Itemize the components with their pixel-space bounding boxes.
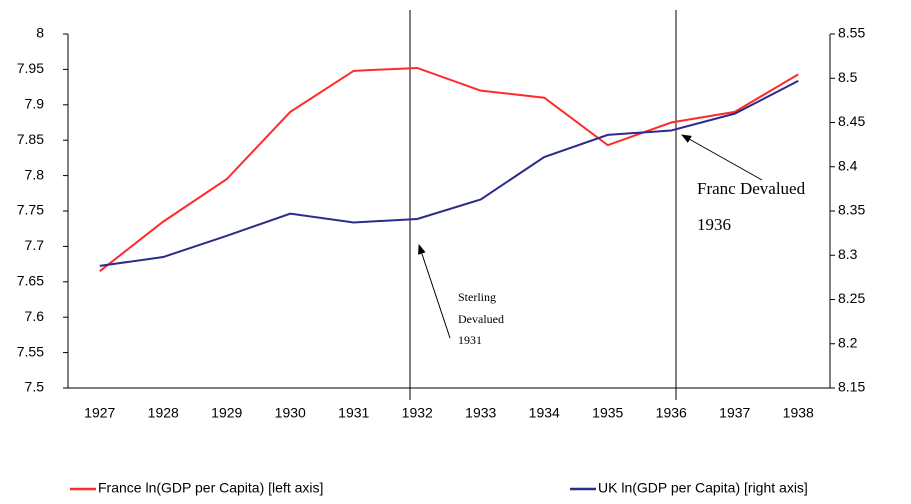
y-tick-label: 8 [36, 25, 44, 41]
x-tick-label: 1931 [338, 405, 369, 421]
x-tick-label: 1932 [402, 405, 433, 421]
legend-label: France ln(GDP per Capita) [left axis] [98, 480, 323, 496]
x-tick-label: 1935 [592, 405, 623, 421]
y2-tick-label: 8.4 [838, 157, 858, 173]
y-tick-label: 7.85 [17, 131, 44, 147]
y-tick-label: 7.75 [17, 202, 44, 218]
x-tick-label: 1930 [275, 405, 306, 421]
y-tick-label: 7.6 [25, 308, 45, 324]
x-tick-label: 1936 [656, 405, 687, 421]
x-tick-label: 1928 [148, 405, 179, 421]
y2-tick-label: 8.25 [838, 290, 865, 306]
annotation: Devalued [458, 312, 504, 326]
x-tick-label: 1933 [465, 405, 496, 421]
y-tick-label: 7.95 [17, 60, 44, 76]
y-tick-label: 7.5 [25, 379, 45, 395]
y2-tick-label: 8.2 [838, 334, 858, 350]
y-tick-label: 7.7 [25, 237, 45, 253]
annotation: Franc Devalued [697, 179, 806, 198]
x-tick-label: 1938 [783, 405, 814, 421]
x-tick-label: 1929 [211, 405, 242, 421]
annotation: 1931 [458, 333, 482, 347]
y-tick-label: 7.9 [25, 96, 45, 112]
series-line [99, 66, 799, 272]
annotation: Sterling [458, 290, 496, 304]
y-tick-label: 7.55 [17, 343, 44, 359]
y2-tick-label: 8.5 [838, 69, 858, 85]
y-tick-label: 7.8 [25, 166, 45, 182]
series-line [99, 80, 799, 267]
x-tick-label: 1934 [529, 405, 560, 421]
arrow [418, 244, 451, 339]
y2-tick-label: 8.3 [838, 246, 858, 262]
y-tick-label: 7.65 [17, 273, 44, 289]
annotation: 1936 [697, 215, 731, 234]
arrow [681, 134, 763, 181]
x-tick-label: 1937 [719, 405, 750, 421]
y2-tick-label: 8.15 [838, 379, 865, 395]
y2-tick-label: 8.55 [838, 25, 865, 41]
y2-tick-label: 8.35 [838, 202, 865, 218]
y2-tick-label: 8.45 [838, 113, 865, 129]
legend-label: UK ln(GDP per Capita) [right axis] [598, 480, 808, 496]
x-tick-label: 1927 [84, 405, 115, 421]
